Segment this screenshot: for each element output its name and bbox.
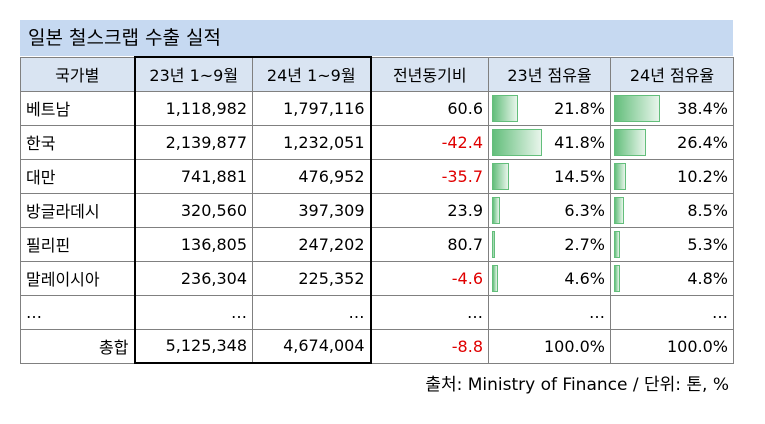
table-row: 방글라데시 320,560 397,309 23.9 6.3% 8.5% bbox=[20, 192, 734, 228]
share-databar bbox=[492, 196, 500, 224]
y24-cell: 1,797,116 bbox=[252, 90, 372, 126]
share-databar bbox=[492, 94, 518, 122]
share24-cell: 8.5% bbox=[610, 192, 734, 228]
yoy-cell: 80.7 bbox=[370, 226, 489, 262]
share23-cell-text: 41.8% bbox=[554, 132, 605, 152]
total-y24: 4,674,004 bbox=[252, 328, 372, 364]
table-row: 베트남 1,118,982 1,797,116 60.6 21.8% 38.4% bbox=[20, 90, 734, 126]
share-databar bbox=[492, 162, 509, 190]
table-row: 대만 741,881 476,952 -35.7 14.5% 10.2% bbox=[20, 158, 734, 194]
share23-cell: 2.7% bbox=[488, 226, 611, 262]
country-cell: 베트남 bbox=[20, 90, 135, 126]
share-databar bbox=[614, 196, 624, 224]
y23-cell: 236,304 bbox=[133, 260, 253, 296]
total-share24: 100.0% bbox=[610, 328, 734, 364]
y23-cell: … bbox=[133, 294, 253, 330]
yoy-cell: … bbox=[370, 294, 489, 330]
share24-cell-text: 26.4% bbox=[677, 132, 728, 152]
header-23: 23년 1~9월 bbox=[133, 56, 253, 92]
share24-cell: 38.4% bbox=[610, 90, 734, 126]
header-row: 국가별 23년 1~9월 24년 1~9월 전년동기비 23년 점유율 24년 … bbox=[20, 56, 734, 92]
share23-cell-text: 6.3% bbox=[564, 200, 605, 220]
share24-cell-text: 5.3% bbox=[687, 234, 728, 254]
header-share24: 24년 점유율 bbox=[610, 56, 734, 92]
total-share23: 100.0% bbox=[488, 328, 611, 364]
table-row: 한국 2,139,877 1,232,051 -42.4 41.8% 26.4% bbox=[20, 124, 734, 160]
share24-cell-text: … bbox=[712, 302, 728, 322]
yoy-cell: 23.9 bbox=[370, 192, 489, 228]
y23-cell: 320,560 bbox=[133, 192, 253, 228]
country-cell: 말레이시아 bbox=[20, 260, 135, 296]
total-row: 총합 5,125,348 4,674,004 -8.8 100.0% 100.0% bbox=[20, 328, 734, 364]
y24-cell: 397,309 bbox=[252, 192, 372, 228]
country-cell: 방글라데시 bbox=[20, 192, 135, 228]
share-databar bbox=[614, 230, 620, 258]
share23-cell: 14.5% bbox=[488, 158, 611, 194]
share-databar bbox=[614, 264, 620, 292]
share23-cell-text: … bbox=[589, 302, 605, 322]
table-row: 필리핀 136,805 247,202 80.7 2.7% 5.3% bbox=[20, 226, 734, 262]
header-24: 24년 1~9월 bbox=[252, 56, 372, 92]
share-databar bbox=[492, 264, 498, 292]
header-share23: 23년 점유율 bbox=[488, 56, 611, 92]
share24-cell: 10.2% bbox=[610, 158, 734, 194]
y23-cell: 1,118,982 bbox=[133, 90, 253, 126]
share23-cell-text: 14.5% bbox=[554, 166, 605, 186]
share23-cell: 4.6% bbox=[488, 260, 611, 296]
y24-cell: … bbox=[252, 294, 372, 330]
share24-cell-text: 8.5% bbox=[687, 200, 728, 220]
share23-cell-text: 4.6% bbox=[564, 268, 605, 288]
y24-cell: 225,352 bbox=[252, 260, 372, 296]
header-country: 국가별 bbox=[20, 56, 135, 92]
y23-cell: 741,881 bbox=[133, 158, 253, 194]
y24-cell: 247,202 bbox=[252, 226, 372, 262]
share-databar bbox=[492, 230, 495, 258]
table-title: 일본 철스크랩 수출 실적 bbox=[20, 20, 733, 56]
share23-cell: 41.8% bbox=[488, 124, 611, 160]
country-cell: 필리핀 bbox=[20, 226, 135, 262]
total-y23: 5,125,348 bbox=[133, 328, 253, 364]
share24-cell-text: 4.8% bbox=[687, 268, 728, 288]
total-label: 총합 bbox=[20, 328, 135, 364]
share23-cell: 21.8% bbox=[488, 90, 611, 126]
table-row: 말레이시아 236,304 225,352 -4.6 4.6% 4.8% bbox=[20, 260, 734, 296]
source-note: 출처: Ministry of Finance / 단위: 톤, % bbox=[425, 375, 729, 395]
share23-cell: 6.3% bbox=[488, 192, 611, 228]
y24-cell: 476,952 bbox=[252, 158, 372, 194]
yoy-cell: -4.6 bbox=[370, 260, 489, 296]
share24-cell: 5.3% bbox=[610, 226, 734, 262]
share-databar bbox=[614, 162, 626, 190]
share24-cell: … bbox=[610, 294, 734, 330]
country-cell: 대만 bbox=[20, 158, 135, 194]
share-databar bbox=[492, 128, 542, 156]
header-yoy: 전년동기비 bbox=[370, 56, 489, 92]
share23-cell-text: 2.7% bbox=[564, 234, 605, 254]
share24-cell-text: 38.4% bbox=[677, 98, 728, 118]
share23-cell: … bbox=[488, 294, 611, 330]
share-databar bbox=[614, 128, 646, 156]
share23-cell-text: 21.8% bbox=[554, 98, 605, 118]
share24-cell-text: 10.2% bbox=[677, 166, 728, 186]
share24-cell: 26.4% bbox=[610, 124, 734, 160]
country-cell: … bbox=[20, 294, 135, 330]
total-yoy: -8.8 bbox=[370, 328, 489, 364]
share-databar bbox=[614, 94, 660, 122]
yoy-cell: -35.7 bbox=[370, 158, 489, 194]
country-cell: 한국 bbox=[20, 124, 135, 160]
yoy-cell: -42.4 bbox=[370, 124, 489, 160]
table-row: ……………… bbox=[20, 294, 734, 330]
y23-cell: 2,139,877 bbox=[133, 124, 253, 160]
share24-cell: 4.8% bbox=[610, 260, 734, 296]
y24-cell: 1,232,051 bbox=[252, 124, 372, 160]
export-table: 국가별 23년 1~9월 24년 1~9월 전년동기비 23년 점유율 24년 … bbox=[20, 56, 734, 364]
yoy-cell: 60.6 bbox=[370, 90, 489, 126]
y23-cell: 136,805 bbox=[133, 226, 253, 262]
